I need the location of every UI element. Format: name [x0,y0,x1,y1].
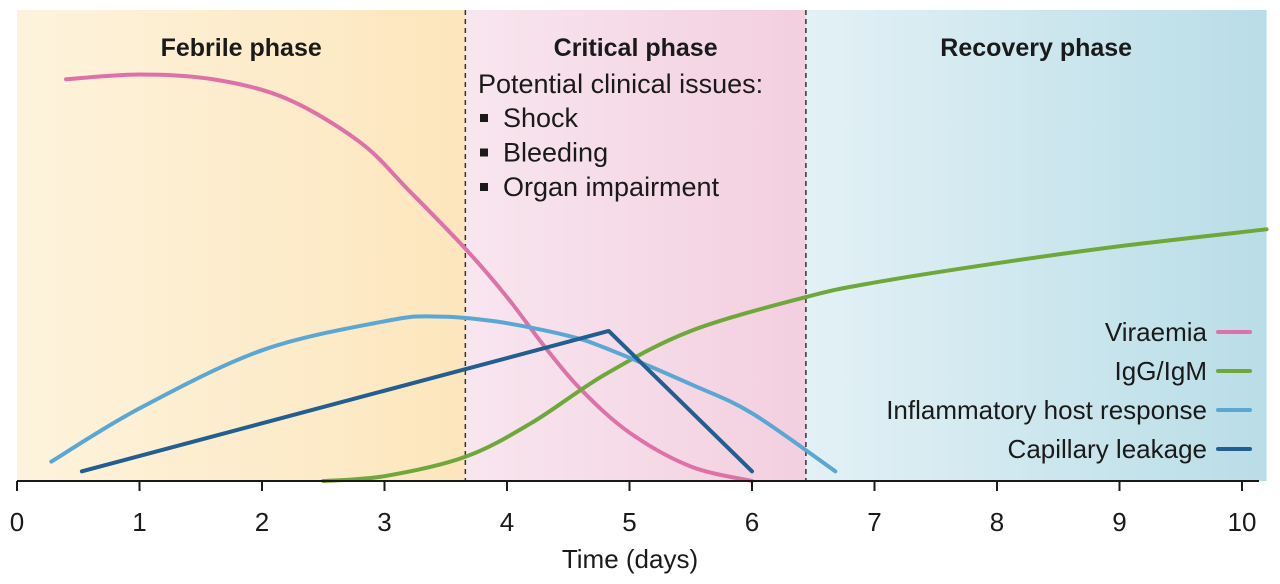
bullet-marker [480,148,488,157]
x-tick-label: 8 [990,507,1004,537]
annotation-heading: Potential clinical issues: [478,69,763,99]
x-tick-label: 4 [500,507,514,537]
phase-region [17,10,466,481]
x-tick-label: 6 [745,507,759,537]
legend-label: Capillary leakage [1008,434,1207,464]
data-series [49,72,1269,483]
phase-title: Febrile phase [161,34,322,62]
bullet-marker [480,114,488,122]
series-line [49,314,838,474]
x-axis-ticks: 0 1 2 3 4 5 6 7 8 9 10 [10,481,1257,537]
x-axis: 0 1 2 3 4 5 6 7 8 9 10 Time (days) [10,480,1259,574]
critical-phase-annotation: Potential clinical issues: Shock Bleeding… [478,69,763,202]
legend-label: Viraemia [1105,317,1208,347]
phase-title: Critical phase [554,34,718,62]
x-tick-label: 9 [1112,507,1126,537]
phase-title: Recovery phase [940,34,1132,62]
annotation-item: Shock [503,103,579,133]
annotation-items: Shock Bleeding Organ impairment [480,103,720,202]
x-tick-label: 5 [622,507,636,537]
legend: Viraemia IgG/IgM Inflammatory host respons… [886,317,1252,464]
phase-backgrounds: Febrile phase Critical phase Recovery phas… [17,10,1267,481]
phase-region [465,10,806,481]
x-tick-label: 0 [10,507,24,537]
legend-label: Inflammatory host response [886,395,1207,425]
bullet-marker [480,183,488,191]
x-tick-label: 7 [867,507,881,537]
x-axis-title: Time (days) [562,544,698,574]
series-line [64,72,754,483]
series-line [79,328,754,474]
annotation-item: Bleeding [503,138,608,168]
x-tick-label: 1 [132,507,146,537]
legend-label: IgG/IgM [1115,356,1207,386]
x-tick-label: 10 [1228,507,1257,537]
phase-dividers [464,10,807,481]
x-tick-label: 3 [377,507,391,537]
series-line [321,227,1269,483]
x-tick-label: 2 [255,507,269,537]
phase-region [805,10,1267,481]
annotation-item: Organ impairment [503,172,720,202]
